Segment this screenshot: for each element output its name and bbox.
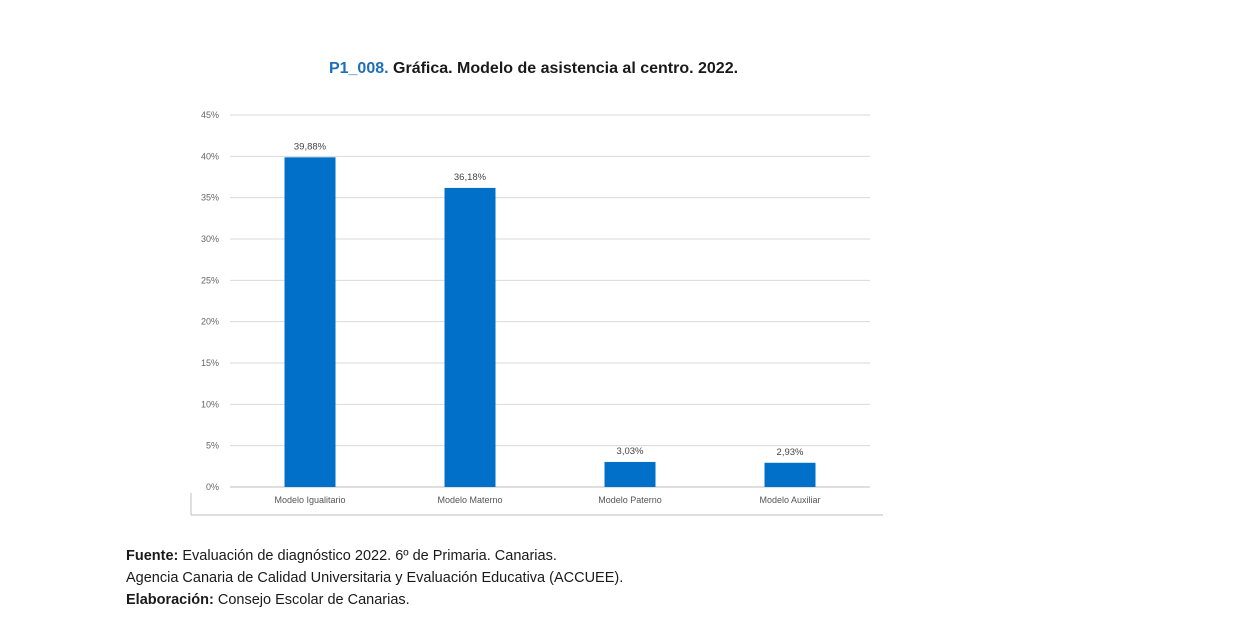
y-tick-label: 35%	[201, 193, 219, 203]
y-tick-label: 15%	[201, 358, 219, 368]
chart-code: P1_008.	[328, 60, 389, 77]
bar	[444, 187, 496, 488]
chart-title-text: Gráfica. Modelo de asistencia al centro.…	[393, 60, 739, 77]
agency-line: Agencia Canaria de Calidad Universitaria…	[126, 570, 624, 586]
source-text: Evaluación de diagnóstico 2022. 6º de Pr…	[182, 548, 557, 564]
y-tick-label: 5%	[206, 441, 219, 451]
category-label: Modelo Igualitario	[274, 495, 345, 505]
bar	[764, 462, 816, 487]
y-tick-label: 0%	[206, 482, 219, 492]
category-label: Modelo Materno	[437, 495, 502, 505]
bar-chart: 0% 5% 10% 15% 20% 25% 30% 35% 40% 45% 39,88% Modelo…	[190, 110, 883, 516]
elaboration-label: Elaboración:	[126, 592, 214, 608]
bar	[604, 461, 656, 487]
bar	[284, 157, 336, 488]
data-label: 36,18%	[454, 172, 487, 183]
footer-notes: Fuente: Evaluación de diagnóstico 2022. …	[126, 545, 623, 611]
data-label: 3,03%	[617, 446, 644, 457]
y-tick-label: 30%	[201, 234, 219, 244]
category-label: Modelo Paterno	[598, 495, 662, 505]
elaboration-line: Elaboración: Consejo Escolar de Canarias…	[126, 589, 623, 611]
y-tick-label: 40%	[201, 151, 219, 161]
source-label: Fuente:	[126, 548, 179, 564]
category-label: Modelo Auxiliar	[759, 495, 820, 505]
y-tick-label: 45%	[201, 110, 219, 120]
data-label: 39,88%	[294, 141, 327, 152]
data-label: 2,93%	[777, 447, 804, 458]
y-tick-label: 10%	[201, 399, 219, 409]
elaboration-text: Consejo Escolar de Canarias.	[217, 592, 410, 608]
source-line: Fuente: Evaluación de diagnóstico 2022. …	[126, 545, 623, 567]
y-tick-label: 20%	[201, 317, 219, 327]
y-tick-label: 25%	[201, 275, 219, 285]
chart-title: P1_008. Gráfica. Modelo de asistencia al…	[0, 60, 1067, 78]
